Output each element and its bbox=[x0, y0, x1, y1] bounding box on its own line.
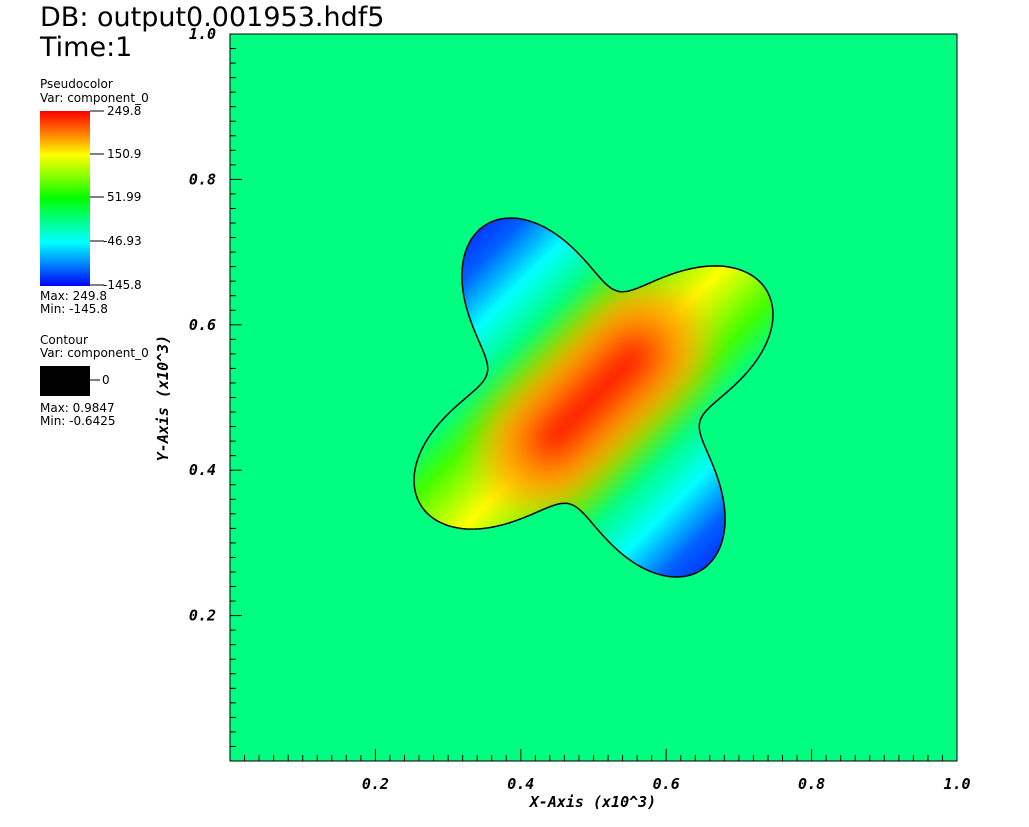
peak-inner bbox=[517, 321, 670, 474]
contour-line bbox=[413, 217, 774, 578]
x-tick-label: 1.0 bbox=[943, 775, 970, 793]
contour-max-label: Max: 0.9847 bbox=[40, 401, 115, 415]
pseudocolor-max-label: Max: 249.8 bbox=[40, 289, 108, 303]
y-axis-title: Y-Axis (x10^3) bbox=[154, 335, 172, 461]
time-label: Time:1 bbox=[40, 32, 133, 63]
pseudocolor-min-label: Min: -145.8 bbox=[40, 302, 108, 316]
contour-min-label: Min: -0.6425 bbox=[40, 414, 116, 428]
y-tick-label: 0.8 bbox=[189, 170, 216, 188]
database-label: DB: output0.001953.hdf5 bbox=[40, 2, 385, 33]
pseudocolor-colorbar bbox=[40, 111, 90, 286]
x-tick-label: 0.6 bbox=[653, 775, 680, 793]
pseudocolor-legend-var: Var: component_0 bbox=[40, 91, 149, 105]
axis-tick-labels: 0.2 0.4 0.6 0.8 1.0 0.2 0.4 0.6 0.8 1.0 bbox=[189, 25, 971, 793]
pseudocolor-tick-label: -46.93 bbox=[103, 234, 142, 248]
x-tick-label: 0.2 bbox=[362, 775, 389, 793]
shape-field bbox=[414, 218, 773, 577]
y-tick-label: 0.4 bbox=[189, 461, 216, 479]
pseudocolor-tick-label: -145.8 bbox=[103, 278, 142, 292]
pseudocolor-tick-label: 249.8 bbox=[107, 104, 142, 118]
contour-legend-title: Contour bbox=[40, 333, 88, 347]
contour-tick-mark bbox=[90, 379, 100, 381]
pseudocolor-legend-title: Pseudocolor bbox=[40, 77, 113, 91]
pseudocolor-tick-label: 150.9 bbox=[107, 147, 142, 161]
axis-ticks bbox=[230, 33, 958, 761]
pseudocolor-tick-label: 51.99 bbox=[107, 190, 142, 204]
y-tick-label: 0.6 bbox=[189, 316, 216, 334]
pseudocolor-tick-marks bbox=[90, 110, 104, 286]
y-tick-label: 1.0 bbox=[189, 25, 216, 43]
x-tick-label: 0.8 bbox=[798, 775, 825, 793]
contour-tick-label: 0 bbox=[102, 373, 110, 387]
x-axis-title: X-Axis (x10^3) bbox=[528, 793, 656, 811]
y-tick-label: 0.2 bbox=[189, 607, 216, 625]
contour-legend-var: Var: component_0 bbox=[40, 346, 149, 360]
x-tick-label: 0.4 bbox=[507, 775, 534, 793]
peak-region bbox=[482, 286, 705, 509]
contour-swatch bbox=[40, 366, 90, 396]
